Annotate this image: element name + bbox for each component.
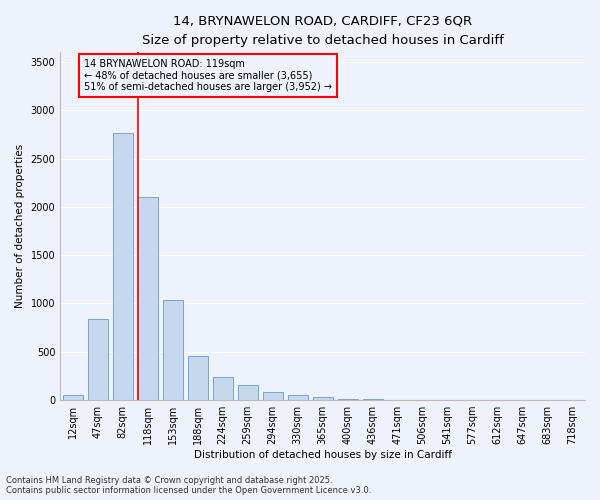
X-axis label: Distribution of detached houses by size in Cardiff: Distribution of detached houses by size … bbox=[194, 450, 452, 460]
Bar bbox=[263, 392, 283, 400]
Text: 14 BRYNAWELON ROAD: 119sqm
← 48% of detached houses are smaller (3,655)
51% of s: 14 BRYNAWELON ROAD: 119sqm ← 48% of deta… bbox=[84, 60, 332, 92]
Bar bbox=[88, 319, 107, 400]
Bar bbox=[113, 134, 133, 400]
Bar bbox=[287, 396, 308, 400]
Bar bbox=[163, 300, 182, 400]
Bar bbox=[338, 398, 358, 400]
Bar bbox=[188, 356, 208, 400]
Text: Contains HM Land Registry data © Crown copyright and database right 2025.
Contai: Contains HM Land Registry data © Crown c… bbox=[6, 476, 371, 495]
Bar bbox=[62, 395, 83, 400]
Bar bbox=[212, 378, 233, 400]
Y-axis label: Number of detached properties: Number of detached properties bbox=[15, 144, 25, 308]
Bar bbox=[313, 397, 332, 400]
Bar bbox=[137, 196, 158, 400]
Bar bbox=[238, 385, 257, 400]
Title: 14, BRYNAWELON ROAD, CARDIFF, CF23 6QR
Size of property relative to detached hou: 14, BRYNAWELON ROAD, CARDIFF, CF23 6QR S… bbox=[142, 15, 503, 47]
